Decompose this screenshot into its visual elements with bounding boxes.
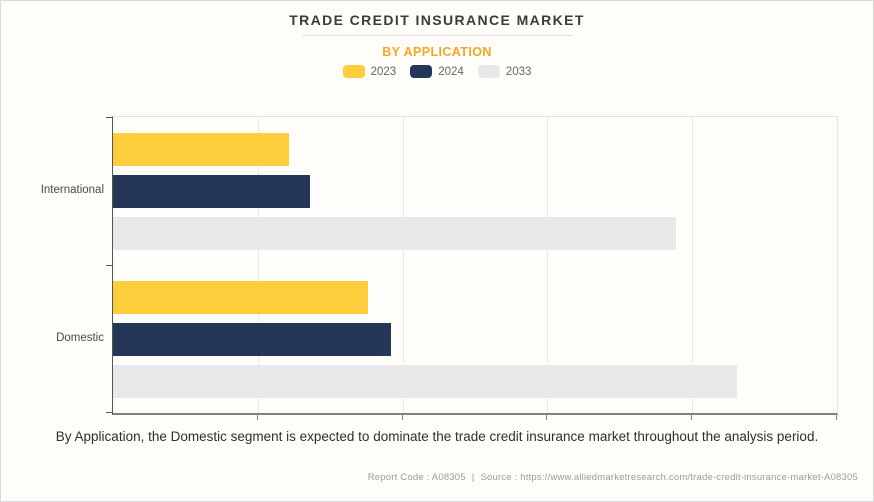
chart-plot: [106, 116, 838, 420]
y-axis-tick: [106, 117, 113, 118]
bar-domestic-2023: [113, 281, 368, 314]
gridline: [692, 117, 694, 413]
legend-item-2023: 2023: [342, 65, 397, 78]
footer: Report Code : A08305 | Source : https://…: [368, 472, 858, 483]
x-axis-tick: [691, 415, 693, 420]
bar-international-2023: [113, 133, 289, 166]
legend-item-2024: 2024: [410, 65, 464, 78]
x-axis-tick: [401, 415, 403, 420]
x-axis-tick: [256, 415, 258, 420]
y-axis-tick: [106, 265, 113, 266]
chart-caption: By Application, the Domestic segment is …: [55, 429, 819, 444]
gridline: [257, 117, 259, 413]
y-axis-tick: [106, 412, 113, 413]
footer-separator: |: [471, 472, 475, 483]
x-axis-tick: [836, 415, 837, 420]
legend-label: 2024: [438, 65, 464, 78]
legend-item-2033: 2033: [477, 65, 532, 78]
bar-international-2024: [113, 175, 310, 208]
legend: 2023 2024 2033: [1, 65, 873, 78]
category-label-international: International: [40, 184, 104, 196]
category-band-domestic: [113, 265, 837, 413]
gridline: [547, 117, 549, 413]
bar-domestic-2033: [113, 365, 738, 398]
legend-label: 2033: [505, 65, 532, 78]
legend-label: 2023: [370, 65, 397, 78]
legend-swatch-2023: [342, 65, 365, 78]
chart-title: TRADE CREDIT INSURANCE MARKET: [289, 12, 585, 28]
source-url: Source : https://www.alliedmarketresearc…: [480, 472, 858, 483]
legend-swatch-2033: [477, 65, 500, 78]
x-axis-tick: [546, 415, 548, 420]
bar-international-2033: [113, 217, 677, 250]
caption-row: By Application, the Domestic segment is …: [1, 427, 873, 446]
category-label-domestic: Domestic: [56, 332, 104, 344]
legend-swatch-2024: [410, 65, 433, 78]
gridline: [402, 117, 404, 413]
bar-domestic-2024: [113, 323, 392, 356]
chart-subtitle: BY APPLICATION: [382, 45, 492, 59]
title-divider: [303, 35, 573, 36]
report-code: Report Code : A08305: [367, 472, 466, 483]
category-band-international: [113, 117, 837, 265]
